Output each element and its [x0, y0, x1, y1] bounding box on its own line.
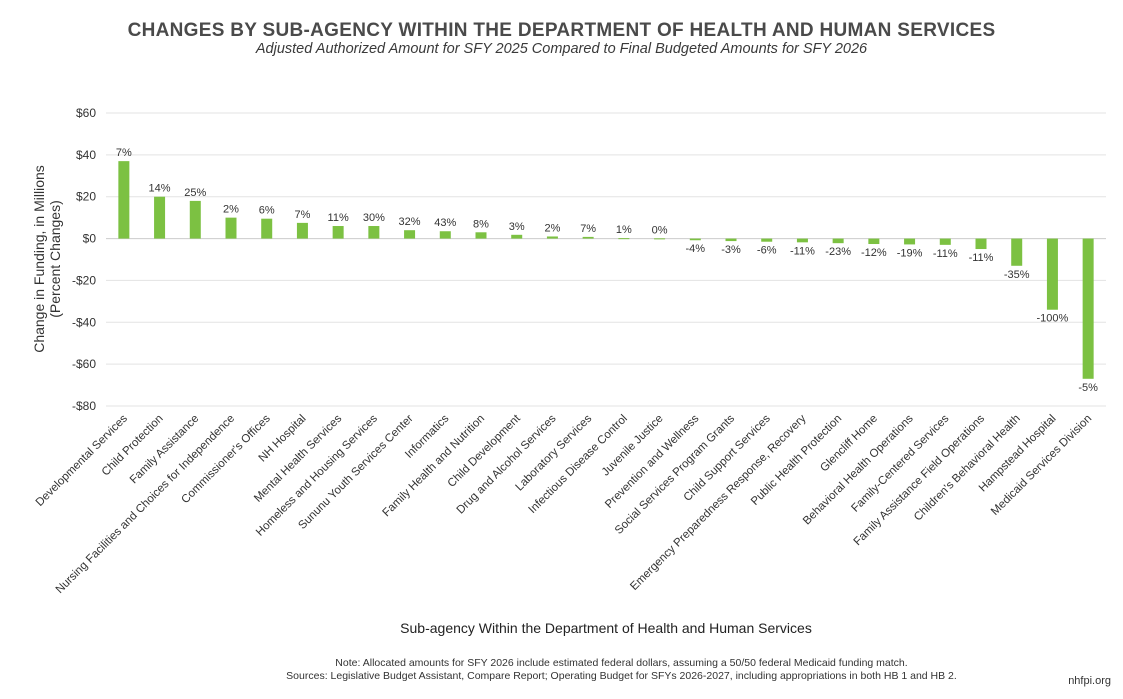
data-label: 7%: [116, 147, 132, 159]
bar: [225, 217, 237, 239]
y-tick-label: $20: [76, 190, 96, 204]
data-label: 14%: [149, 183, 171, 195]
chart-subtitle: Adjusted Authorized Amount for SFY 2025 …: [255, 41, 868, 57]
data-label: -100%: [1037, 313, 1069, 325]
chart-title: CHANGES BY SUB-AGENCY WITHIN THE DEPARTM…: [127, 20, 996, 41]
bar: [582, 236, 594, 239]
bar: [725, 238, 737, 242]
bar: [368, 226, 380, 239]
data-labels: 7% 14% 25% 2% 6% 7% 11% 30% 32% 43% 8% 3% 2% 7% 1% 0% -4…: [116, 147, 1098, 394]
data-label: -19%: [897, 247, 923, 259]
bar: [868, 238, 880, 245]
y-tick-label: -$20: [72, 273, 96, 287]
gridlines: [106, 112, 1106, 407]
bar: [1011, 238, 1023, 266]
bar: [439, 231, 451, 239]
bar: [332, 226, 344, 239]
bar: [511, 234, 523, 239]
data-label: -11%: [790, 245, 815, 257]
x-tick-label: Family Assistance: [128, 413, 202, 487]
data-label: -3%: [721, 244, 741, 256]
data-label: 43%: [434, 217, 456, 229]
bar: [832, 238, 844, 244]
bar: [939, 238, 951, 245]
bar: [654, 238, 666, 240]
data-label: -11%: [933, 248, 958, 260]
y-tick-label: -$40: [72, 315, 96, 329]
data-label: 25%: [184, 187, 206, 199]
data-label: -6%: [757, 245, 777, 257]
site-credit: nhfpi.org: [1068, 675, 1111, 687]
data-label: -4%: [686, 243, 706, 255]
data-label: 30%: [363, 212, 385, 224]
bars: [118, 161, 1094, 379]
y-axis-ticks: $60 $40 $20 $0 -$20 -$40 -$60 -$80: [72, 106, 96, 413]
x-tick-label: Juvenile Justice: [600, 413, 666, 479]
data-label: 1%: [616, 224, 632, 236]
bar: [1082, 238, 1094, 379]
x-tick-label: Child Protection: [100, 413, 166, 479]
bar: [689, 238, 701, 241]
data-label: -35%: [1004, 269, 1030, 281]
footnote: Note: Allocated amounts for SFY 2026 inc…: [335, 657, 908, 669]
data-label: 0%: [652, 224, 668, 236]
bar: [189, 200, 201, 239]
data-label: 6%: [259, 205, 275, 217]
bar: [904, 238, 916, 245]
sources: Sources: Legislative Budget Assistant, C…: [286, 670, 957, 682]
y-tick-label: -$60: [72, 357, 96, 371]
y-axis-subtitle: (Percent Changes): [47, 200, 63, 318]
x-tick-label: Family Assistance Field Operations: [852, 412, 988, 548]
bar: [118, 161, 130, 239]
bar: [975, 238, 987, 250]
data-label: 11%: [328, 212, 349, 224]
bar: [261, 218, 273, 239]
data-label: 2%: [544, 222, 560, 234]
data-label: -5%: [1078, 382, 1098, 394]
y-tick-label: -$80: [72, 399, 96, 413]
bar: [796, 238, 808, 243]
data-label: 8%: [473, 218, 489, 230]
bar: [1046, 238, 1058, 310]
y-tick-label: $60: [76, 106, 96, 120]
data-label: 7%: [580, 223, 596, 235]
y-tick-label: $40: [76, 148, 96, 162]
bar: [154, 196, 166, 239]
bar: [404, 230, 416, 239]
bar: [761, 238, 773, 242]
y-axis-title: Change in Funding, in Millions: [31, 165, 47, 353]
data-label: 32%: [399, 216, 421, 228]
data-label: 3%: [509, 221, 525, 233]
y-tick-label: $0: [83, 232, 97, 246]
bar: [618, 238, 630, 240]
bar: [546, 236, 558, 239]
data-label: -23%: [825, 246, 851, 258]
data-label: 2%: [223, 204, 239, 216]
x-axis-title: Sub-agency Within the Department of Heal…: [400, 620, 812, 636]
data-label: 7%: [294, 209, 310, 221]
data-label: -11%: [969, 252, 994, 264]
bar: [475, 232, 487, 239]
bar: [296, 222, 308, 239]
data-label: -12%: [861, 247, 887, 259]
